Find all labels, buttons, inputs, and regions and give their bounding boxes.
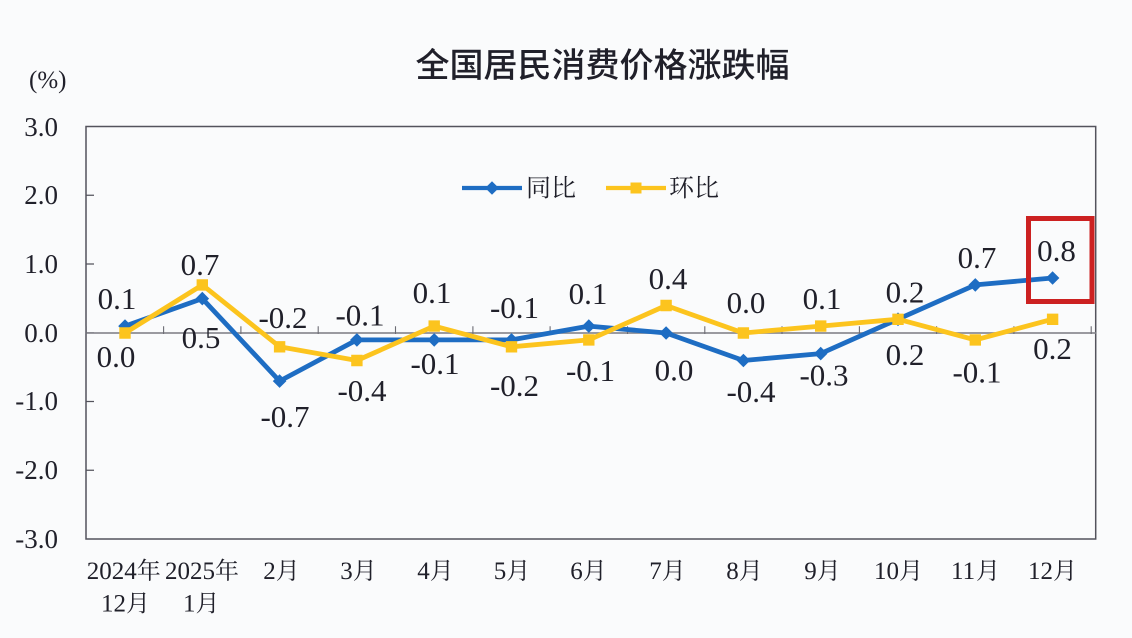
svg-text:0.7: 0.7 xyxy=(958,240,997,275)
svg-text:10: 10 xyxy=(874,558,899,585)
svg-text:2: 2 xyxy=(263,558,276,585)
svg-text:-0.1: -0.1 xyxy=(490,290,539,325)
svg-text:0.1: 0.1 xyxy=(98,281,137,316)
svg-text:-3.0: -3.0 xyxy=(15,524,58,554)
svg-text:0.7: 0.7 xyxy=(181,247,220,282)
svg-text:0.0: 0.0 xyxy=(97,339,136,374)
svg-text:12: 12 xyxy=(101,591,126,618)
svg-text:-0.4: -0.4 xyxy=(726,374,776,409)
svg-text:6: 6 xyxy=(570,558,583,585)
svg-text:-0.1: -0.1 xyxy=(952,355,1001,390)
svg-text:1.0: 1.0 xyxy=(24,249,58,279)
svg-text:2024: 2024 xyxy=(87,558,138,585)
svg-text:11: 11 xyxy=(951,558,975,585)
svg-text:-0.1: -0.1 xyxy=(566,353,615,388)
svg-text:-1.0: -1.0 xyxy=(15,386,58,416)
svg-text:0.1: 0.1 xyxy=(803,281,842,316)
svg-text:-0.2: -0.2 xyxy=(258,300,307,335)
svg-text:0.0: 0.0 xyxy=(655,353,694,388)
svg-text:0.0: 0.0 xyxy=(727,285,766,320)
svg-text:1: 1 xyxy=(183,591,196,618)
svg-text:12: 12 xyxy=(1028,558,1053,585)
svg-text:0.4: 0.4 xyxy=(649,261,688,296)
svg-text:4: 4 xyxy=(417,558,430,585)
svg-text:9: 9 xyxy=(804,558,817,585)
svg-text:-0.4: -0.4 xyxy=(337,373,387,408)
svg-text:-2.0: -2.0 xyxy=(15,455,58,485)
svg-text:8: 8 xyxy=(726,558,739,585)
svg-text:0.2: 0.2 xyxy=(886,337,925,372)
svg-text:-0.1: -0.1 xyxy=(335,298,384,333)
svg-text:0.1: 0.1 xyxy=(413,275,452,310)
svg-text:0.2: 0.2 xyxy=(1033,331,1072,366)
svg-text:-0.2: -0.2 xyxy=(490,368,539,403)
svg-text:0.1: 0.1 xyxy=(569,276,608,311)
svg-text:-0.7: -0.7 xyxy=(260,399,309,434)
svg-text:0.5: 0.5 xyxy=(182,320,221,355)
svg-text:-0.3: -0.3 xyxy=(799,358,848,393)
svg-text:3: 3 xyxy=(340,558,353,585)
svg-text:0.0: 0.0 xyxy=(24,318,58,348)
svg-text:7: 7 xyxy=(649,558,662,585)
svg-text:0.2: 0.2 xyxy=(886,275,925,310)
svg-text:3.0: 3.0 xyxy=(24,112,58,142)
svg-text:2025: 2025 xyxy=(165,558,215,585)
svg-text:-0.1: -0.1 xyxy=(410,346,459,381)
svg-text:5: 5 xyxy=(494,558,507,585)
svg-text:0.8: 0.8 xyxy=(1037,233,1076,268)
svg-text:(%): (%) xyxy=(29,67,66,94)
svg-text:2.0: 2.0 xyxy=(24,180,58,210)
